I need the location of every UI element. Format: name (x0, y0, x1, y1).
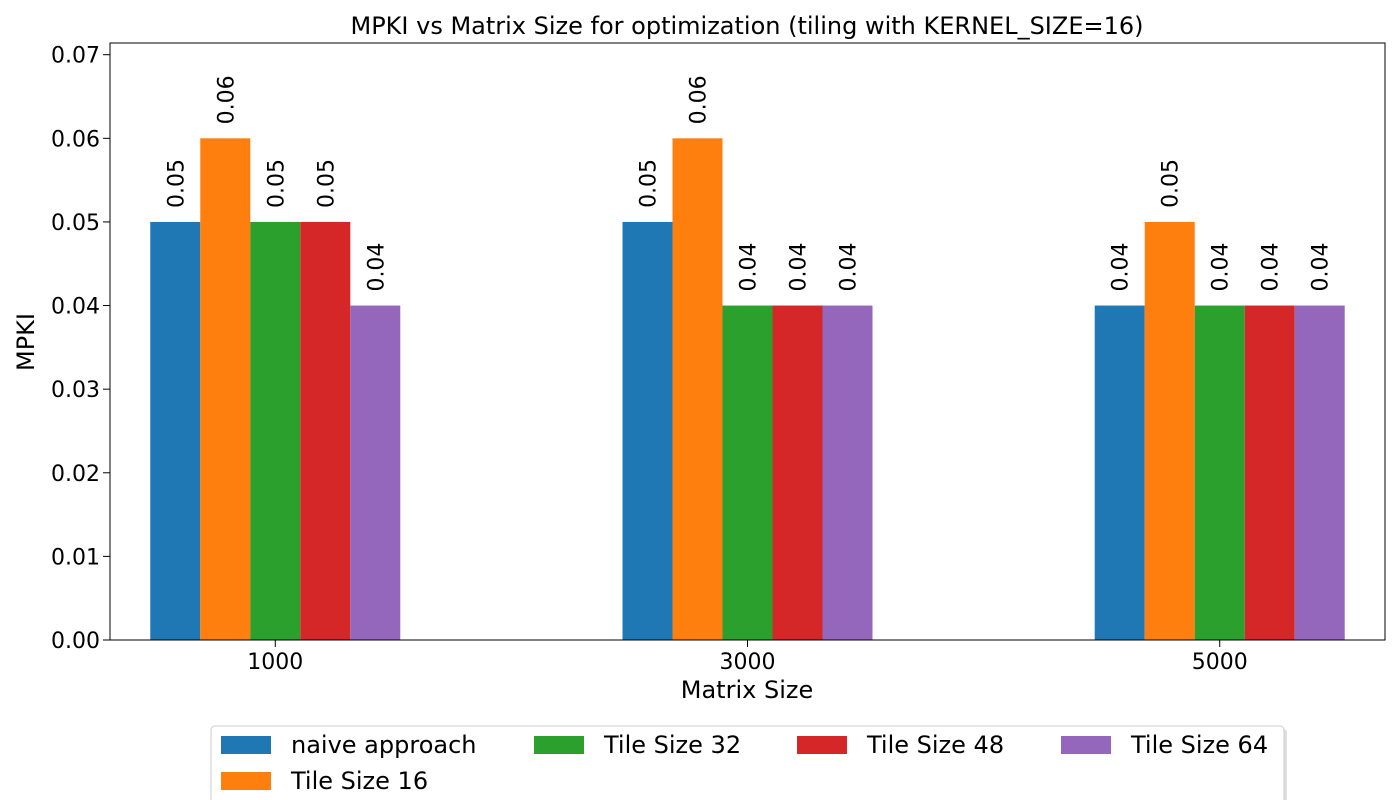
legend-label: Tile Size 16 (290, 767, 428, 795)
x-tick-label: 1000 (247, 650, 303, 675)
bar (723, 306, 773, 640)
bar-value-label: 0.04 (1309, 243, 1334, 292)
bar (300, 222, 350, 640)
plot-area: 0.00 0.01 0.02 0.03 0.04 0.05 0.06 0.07 1000 0.05… (51, 43, 1385, 675)
legend-swatch (221, 772, 271, 790)
y-tick-label: 0.06 (51, 127, 100, 152)
chart-title: MPKI vs Matrix Size for optimization (ti… (350, 12, 1143, 40)
bar (150, 222, 200, 640)
bar-value-label: 0.04 (787, 243, 812, 292)
bar-value-label: 0.04 (1209, 243, 1234, 292)
bar (673, 138, 723, 640)
legend-swatch (1061, 736, 1111, 754)
legend-label: Tile Size 32 (603, 731, 741, 759)
bar (200, 138, 250, 640)
bar-value-label: 0.04 (1259, 243, 1284, 292)
bar (823, 306, 873, 640)
bar-value-label: 0.06 (214, 75, 239, 124)
bar (250, 222, 300, 640)
bar (1245, 306, 1295, 640)
legend-label: Tile Size 48 (866, 731, 1004, 759)
y-tick-label: 0.01 (51, 545, 100, 570)
x-tick-label: 5000 (1192, 650, 1248, 675)
bar (1095, 306, 1145, 640)
y-axis-label: MPKI (12, 313, 40, 371)
legend: naive approach Tile Size 16 Tile Size 32 Ti… (211, 726, 1287, 800)
y-tick-label: 0.03 (51, 378, 100, 403)
bar (350, 306, 400, 640)
legend-label: Tile Size 64 (1130, 731, 1268, 759)
legend-swatch (221, 736, 271, 754)
legend-label: naive approach (291, 731, 477, 759)
bar-value-label: 0.04 (364, 243, 389, 292)
bar (1195, 306, 1245, 640)
bar-value-label: 0.06 (687, 75, 712, 124)
bar-value-label: 0.05 (164, 159, 189, 208)
y-tick-label: 0.00 (51, 629, 100, 654)
bar-value-label: 0.05 (1159, 159, 1184, 208)
y-tick-label: 0.04 (51, 295, 100, 320)
y-tick-label: 0.05 (51, 211, 100, 236)
y-tick-label: 0.07 (51, 44, 100, 69)
bar-value-label: 0.04 (1109, 243, 1134, 292)
legend-swatch (534, 736, 584, 754)
bar-value-label: 0.05 (314, 159, 339, 208)
bar-value-label: 0.05 (637, 159, 662, 208)
bar-value-label: 0.04 (837, 243, 862, 292)
bar-value-label: 0.05 (264, 159, 289, 208)
bar (1145, 222, 1195, 640)
legend-swatch (797, 736, 847, 754)
bar-value-label: 0.04 (737, 243, 762, 292)
bar (1295, 306, 1345, 640)
x-tick-label: 3000 (720, 650, 776, 675)
y-tick-label: 0.02 (51, 462, 100, 487)
bar (773, 306, 823, 640)
bar (623, 222, 673, 640)
x-axis-label: Matrix Size (681, 676, 813, 704)
